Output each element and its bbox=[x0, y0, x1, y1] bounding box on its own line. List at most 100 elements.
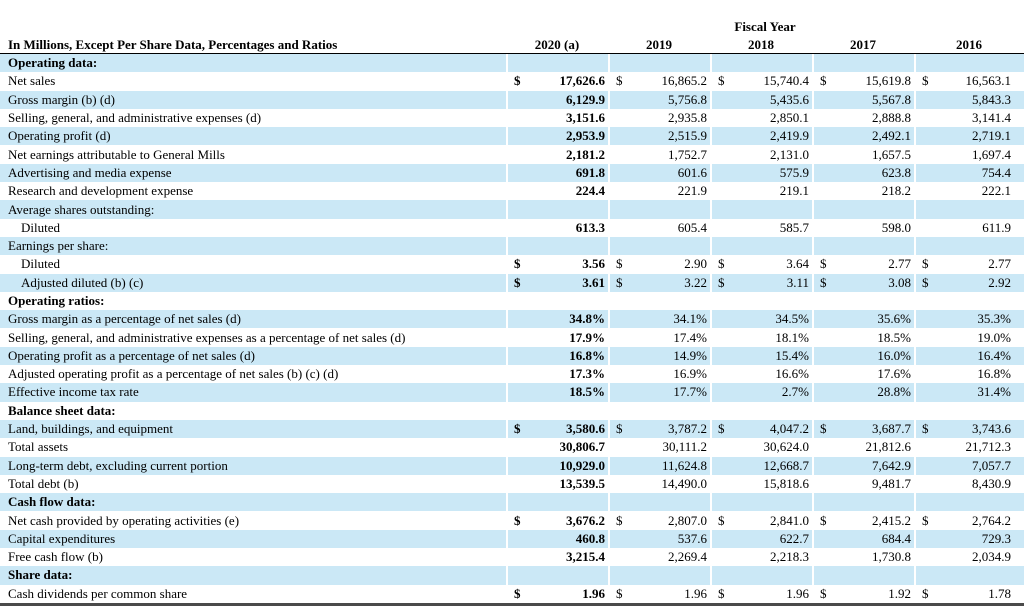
table-row: Net sales $17,626.6 $16,865.2 $15,740.4 $15,… bbox=[0, 72, 1024, 91]
value-cell: 585.7 bbox=[779, 219, 809, 235]
value-cell: 18.5% bbox=[877, 329, 911, 345]
currency-cell bbox=[710, 54, 736, 73]
currency-cell: $ bbox=[710, 419, 736, 439]
value-cell: 2.7% bbox=[736, 383, 812, 402]
value-cell: 17.4% bbox=[673, 329, 707, 345]
currency-cell bbox=[608, 200, 634, 219]
currency-cell bbox=[710, 310, 736, 329]
currency-cell bbox=[608, 90, 634, 109]
table-row: Total debt (b) 13,539.5 14,490.0 15,818.6 9,… bbox=[0, 474, 1024, 494]
value-cell: 2,492.1 bbox=[838, 127, 914, 146]
currency-cell: $ bbox=[710, 584, 736, 603]
currency-cell bbox=[506, 383, 532, 402]
section-header-row: Operating data: bbox=[0, 54, 1024, 73]
currency-cell: $ bbox=[914, 419, 940, 439]
currency-cell bbox=[608, 383, 634, 402]
currency-cell: $ bbox=[914, 255, 940, 274]
currency-cell bbox=[506, 145, 532, 164]
currency-cell bbox=[710, 383, 736, 402]
currency-cell bbox=[608, 218, 634, 237]
table-row: Research and development expense 224.4 221… bbox=[0, 182, 1024, 201]
currency-cell bbox=[710, 365, 736, 384]
value-cell: 16.8% bbox=[977, 366, 1011, 382]
value-cell bbox=[634, 402, 710, 420]
currency-cell bbox=[812, 328, 838, 347]
currency-cell bbox=[914, 218, 940, 237]
currency-cell bbox=[710, 218, 736, 237]
currency-cell: $ bbox=[812, 511, 838, 530]
row-label: Gross margin as a percentage of net sale… bbox=[0, 310, 506, 329]
value-cell: 622.7 bbox=[736, 529, 812, 549]
currency-cell bbox=[812, 566, 838, 585]
currency-cell bbox=[710, 291, 736, 311]
currency-cell bbox=[506, 328, 532, 347]
row-label: Free cash flow (b) bbox=[8, 549, 103, 565]
currency-cell bbox=[506, 529, 532, 549]
currency-cell bbox=[608, 548, 634, 567]
currency-cell bbox=[914, 182, 940, 201]
currency-cell bbox=[812, 291, 838, 311]
currency-cell bbox=[812, 127, 838, 146]
currency-cell bbox=[710, 548, 736, 567]
value-cell bbox=[736, 493, 812, 512]
value-cell: 17.9% bbox=[569, 329, 605, 345]
table-row: Gross margin as a percentage of net sale… bbox=[0, 310, 1024, 329]
row-label: Operating profit (d) bbox=[0, 127, 506, 146]
value-cell: 3.11 bbox=[736, 273, 812, 292]
value-cell: 3.64 bbox=[786, 256, 809, 272]
value-cell bbox=[838, 236, 914, 256]
currency-cell: $ bbox=[812, 419, 838, 439]
value-cell: 30,624.0 bbox=[763, 439, 810, 455]
currency-cell bbox=[710, 127, 736, 146]
currency-cell bbox=[914, 548, 940, 567]
value-cell: 9,481.7 bbox=[872, 475, 911, 491]
value-cell bbox=[838, 566, 914, 585]
fiscal-year-header: Fiscal Year bbox=[734, 19, 796, 34]
section-header-row: Cash flow data: bbox=[0, 493, 1024, 512]
value-cell: 224.4 bbox=[575, 183, 605, 199]
value-cell: 1.78 bbox=[988, 585, 1011, 601]
currency-cell bbox=[710, 493, 736, 512]
row-label: Adjusted operating profit as a percentag… bbox=[8, 366, 339, 382]
value-cell: 17.3% bbox=[569, 366, 605, 382]
value-cell: 222.1 bbox=[981, 183, 1011, 199]
currency-cell bbox=[506, 401, 532, 420]
table-row: Long-term debt, excluding current portio… bbox=[0, 456, 1024, 475]
value-cell: 15,619.8 bbox=[865, 73, 912, 89]
currency-cell bbox=[914, 127, 940, 146]
currency-cell: $ bbox=[812, 72, 838, 91]
value-cell: 34.5% bbox=[736, 310, 812, 329]
value-cell: 2.90 bbox=[684, 256, 707, 272]
currency-cell bbox=[812, 548, 838, 567]
currency-cell bbox=[608, 529, 634, 549]
table-row: Selling, general, and administrative exp… bbox=[0, 328, 1024, 347]
currency-cell: $ bbox=[914, 511, 940, 530]
currency-cell bbox=[914, 529, 940, 549]
value-cell: 3,215.4 bbox=[566, 549, 605, 565]
value-cell bbox=[940, 493, 1024, 512]
value-cell: 2,419.9 bbox=[736, 127, 812, 146]
currency-cell bbox=[506, 291, 532, 311]
value-cell: 16.6% bbox=[775, 366, 809, 382]
currency-cell: $ bbox=[608, 511, 634, 530]
currency-cell bbox=[914, 90, 940, 109]
value-cell: 16,865.2 bbox=[661, 73, 708, 89]
value-cell: 7,057.7 bbox=[940, 456, 1024, 475]
value-cell: 18.1% bbox=[775, 329, 809, 345]
currency-cell bbox=[608, 310, 634, 329]
value-cell: 2,850.1 bbox=[770, 110, 809, 126]
currency-cell bbox=[710, 456, 736, 475]
row-label: Gross margin (b) (d) bbox=[0, 90, 506, 109]
value-cell: 15,818.6 bbox=[763, 475, 810, 491]
row-label: Cash flow data: bbox=[0, 493, 506, 512]
value-cell bbox=[634, 236, 710, 256]
value-cell bbox=[532, 54, 608, 73]
table-row: Operating profit as a percentage of net … bbox=[0, 346, 1024, 366]
value-cell: 3,787.2 bbox=[634, 419, 710, 439]
value-cell bbox=[634, 54, 710, 73]
value-cell: 2,515.9 bbox=[634, 127, 710, 146]
currency-cell bbox=[914, 401, 940, 420]
value-cell: 1,657.5 bbox=[872, 146, 911, 162]
value-cell: 21,812.6 bbox=[865, 439, 912, 455]
currency-cell: $ bbox=[608, 255, 634, 274]
